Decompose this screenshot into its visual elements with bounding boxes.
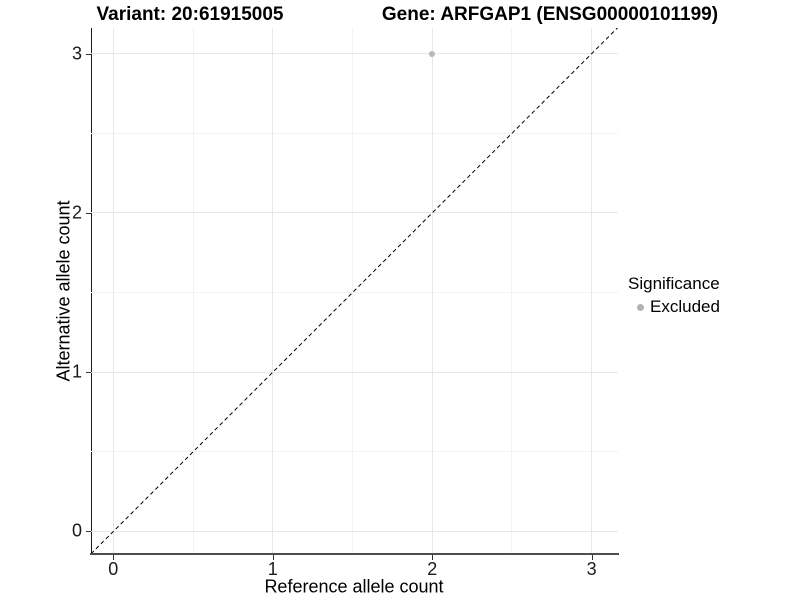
gridline-x-minor <box>352 28 353 553</box>
x-tick-mark <box>272 555 274 560</box>
gridline-x-major <box>112 28 114 553</box>
plot-panel <box>91 28 618 553</box>
gridline-x-minor <box>192 28 194 553</box>
y-tick-mark <box>86 53 91 55</box>
x-tick-label: 2 <box>427 559 438 579</box>
legend-entry-excluded: Excluded <box>628 297 720 317</box>
x-tick-mark <box>113 555 115 560</box>
gridline-y-major <box>91 530 618 532</box>
gridline-x-major <box>431 28 433 553</box>
legend-title: Significance <box>628 274 720 293</box>
gridline-y-minor <box>91 451 618 453</box>
gridline-y-major <box>91 212 618 214</box>
x-tick-mark <box>591 555 593 560</box>
gridline-x-major <box>591 28 593 553</box>
y-tick-label: 1 <box>71 361 82 382</box>
gridline-x-major <box>272 28 274 553</box>
x-tick-label: 1 <box>267 559 278 579</box>
x-tick-label: 0 <box>108 559 119 579</box>
y-tick-mark <box>86 531 91 533</box>
y-axis-line <box>91 28 92 555</box>
y-tick-label: 3 <box>71 43 82 64</box>
y-tick-mark <box>86 372 91 374</box>
x-axis-line <box>90 553 619 555</box>
y-tick-label: 0 <box>71 520 82 541</box>
gridline-x-minor <box>511 28 513 553</box>
y-tick-mark <box>86 212 91 214</box>
y-tick-label: 2 <box>71 202 82 223</box>
gridline-y-minor <box>91 132 618 134</box>
x-axis-title: Reference allele count <box>264 576 444 597</box>
legend: Significance Excluded <box>628 274 720 317</box>
data-point <box>429 50 436 57</box>
gridline-y-major <box>91 53 618 55</box>
gridline-y-major <box>91 371 618 373</box>
legend-entry-label: Excluded <box>650 297 720 316</box>
legend-point-icon <box>637 303 644 311</box>
identity-line <box>91 28 618 553</box>
y-axis-title: Alternative allele count <box>53 200 74 382</box>
plot-title-gene: Gene: ARFGAP1 (ENSG00000101199) <box>381 4 719 25</box>
plot-title-variant: Variant: 20:61915005 <box>96 4 284 25</box>
x-tick-mark <box>432 555 434 560</box>
x-tick-label: 3 <box>586 559 597 579</box>
gridline-y-minor <box>91 292 618 294</box>
